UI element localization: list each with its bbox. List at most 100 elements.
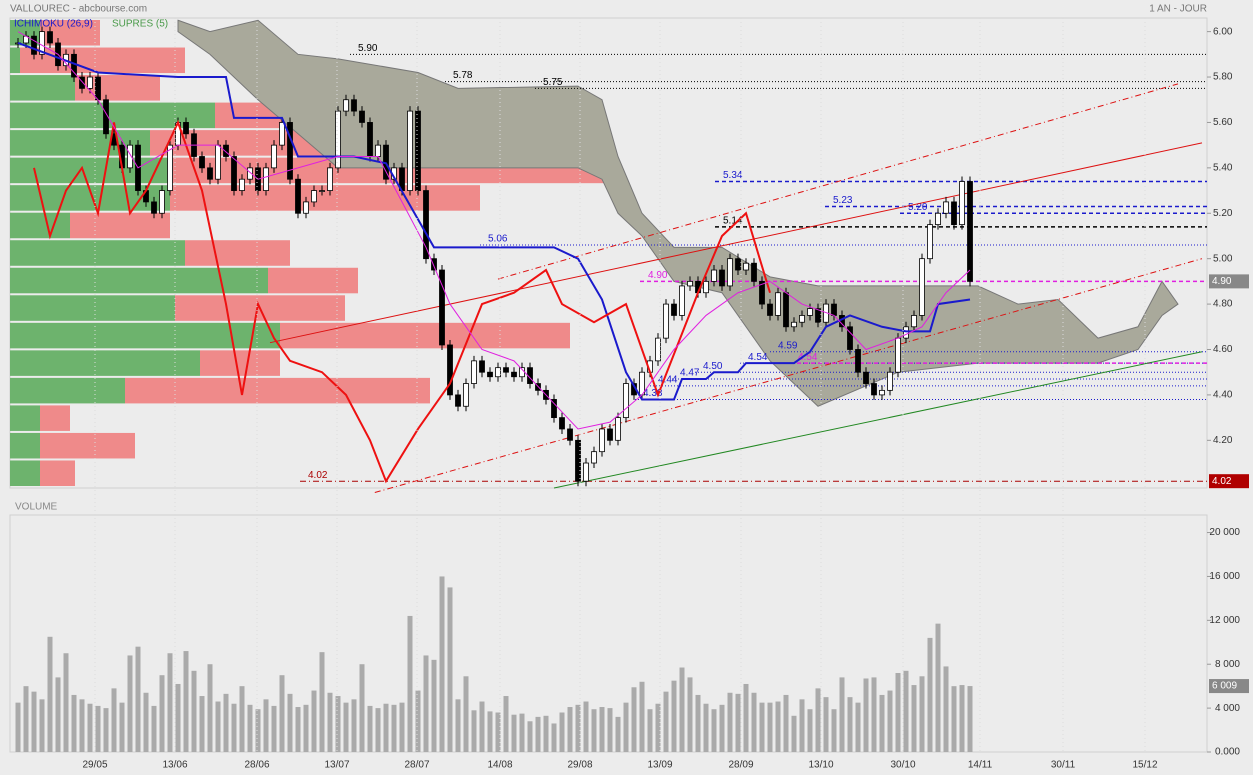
volume-bar xyxy=(791,715,797,752)
volume-bar xyxy=(383,703,389,752)
candle xyxy=(679,285,685,316)
candle xyxy=(487,371,493,378)
x-tick-label: 14/11 xyxy=(968,760,993,771)
candle xyxy=(287,122,293,180)
volume-bar xyxy=(175,683,181,752)
volume-bar xyxy=(95,705,101,752)
candle xyxy=(199,156,205,169)
volume-bar xyxy=(327,692,333,752)
candle xyxy=(735,258,741,271)
profile-buy xyxy=(10,322,280,349)
trend-line xyxy=(269,142,1203,344)
candle xyxy=(431,258,437,271)
volume-bar xyxy=(127,655,133,752)
volume-bar xyxy=(423,655,429,752)
candle xyxy=(919,258,925,316)
candle xyxy=(911,315,917,328)
candle xyxy=(855,349,861,373)
price-box xyxy=(1209,274,1249,289)
candle xyxy=(447,344,453,396)
profile-buy xyxy=(10,240,185,266)
volume-bar xyxy=(231,703,237,752)
volume-bar xyxy=(623,702,629,752)
volume-bar xyxy=(919,676,925,752)
volume-bar xyxy=(87,703,93,752)
profile-sell xyxy=(40,432,135,459)
volume-bar xyxy=(887,690,893,752)
volume-bar xyxy=(655,703,661,752)
volume-bar xyxy=(239,686,245,752)
candle xyxy=(879,389,885,396)
x-tick-label: 13/09 xyxy=(647,760,672,771)
candle xyxy=(295,178,301,214)
candle xyxy=(943,201,949,214)
profile-buy xyxy=(10,350,200,376)
volume-box-label: 6 009 xyxy=(1212,681,1237,692)
indicator-line xyxy=(33,119,771,484)
volume-bar xyxy=(263,699,269,752)
volume-bar xyxy=(143,692,149,752)
trend-line xyxy=(497,83,1179,280)
candle xyxy=(951,201,957,226)
profile-sell xyxy=(280,322,570,349)
candle xyxy=(599,428,605,453)
volume-bar xyxy=(535,716,541,752)
volume-bar xyxy=(743,683,749,752)
volume-bar xyxy=(415,690,421,752)
x-tick-label: 28/06 xyxy=(244,760,269,771)
candle xyxy=(927,224,933,260)
candle xyxy=(743,262,749,271)
volume-bar xyxy=(855,702,861,752)
volume-bar xyxy=(695,694,701,752)
volume-bar xyxy=(607,708,613,752)
profile-buy xyxy=(10,267,268,294)
volume-bar xyxy=(359,664,365,752)
candle xyxy=(959,181,965,226)
candle xyxy=(567,428,573,441)
candle xyxy=(479,360,485,373)
profile-sell xyxy=(40,460,75,486)
profile-sell xyxy=(70,212,170,239)
volume-bar xyxy=(103,708,109,752)
candle xyxy=(215,144,221,180)
candle xyxy=(247,167,253,180)
candle xyxy=(303,201,309,214)
x-tick-label: 15/12 xyxy=(1132,760,1157,771)
candle xyxy=(623,383,629,419)
volume-bar xyxy=(935,623,941,752)
candle xyxy=(703,280,709,294)
volume-bar xyxy=(543,715,549,752)
volume-bar xyxy=(751,692,757,752)
x-tick-label: 29/05 xyxy=(82,760,107,771)
profile-sell xyxy=(170,185,480,211)
candle xyxy=(775,292,781,316)
indicator-line xyxy=(17,31,971,430)
volume-bar xyxy=(159,675,165,752)
y-tick-label: 5.00 xyxy=(1213,253,1233,264)
volume-bar xyxy=(407,615,413,752)
volume-bar xyxy=(215,701,221,752)
level-label: 5.23 xyxy=(833,195,853,206)
candle xyxy=(95,76,101,101)
volume-bar xyxy=(55,677,61,752)
volume-bar xyxy=(39,699,45,752)
level-label: 5.34 xyxy=(723,170,743,181)
profile-buy xyxy=(10,130,150,156)
volume-bar xyxy=(319,652,325,752)
legend-entry: SUPRES (5) xyxy=(112,19,168,30)
candle xyxy=(711,269,717,282)
profile-buy xyxy=(10,405,40,431)
y-tick-label: 6.00 xyxy=(1213,26,1233,37)
y-tick-label: 5.60 xyxy=(1213,117,1233,128)
volume-bar xyxy=(967,686,973,752)
volume-bar xyxy=(183,651,189,752)
volume-bar xyxy=(455,699,461,752)
volume-bar xyxy=(527,721,533,752)
volume-bar xyxy=(255,709,261,752)
volume-bar xyxy=(807,709,813,752)
volume-bar xyxy=(471,710,477,752)
candle xyxy=(575,439,581,482)
y-tick-label: 4.40 xyxy=(1213,390,1233,401)
volume-bar xyxy=(495,712,501,752)
